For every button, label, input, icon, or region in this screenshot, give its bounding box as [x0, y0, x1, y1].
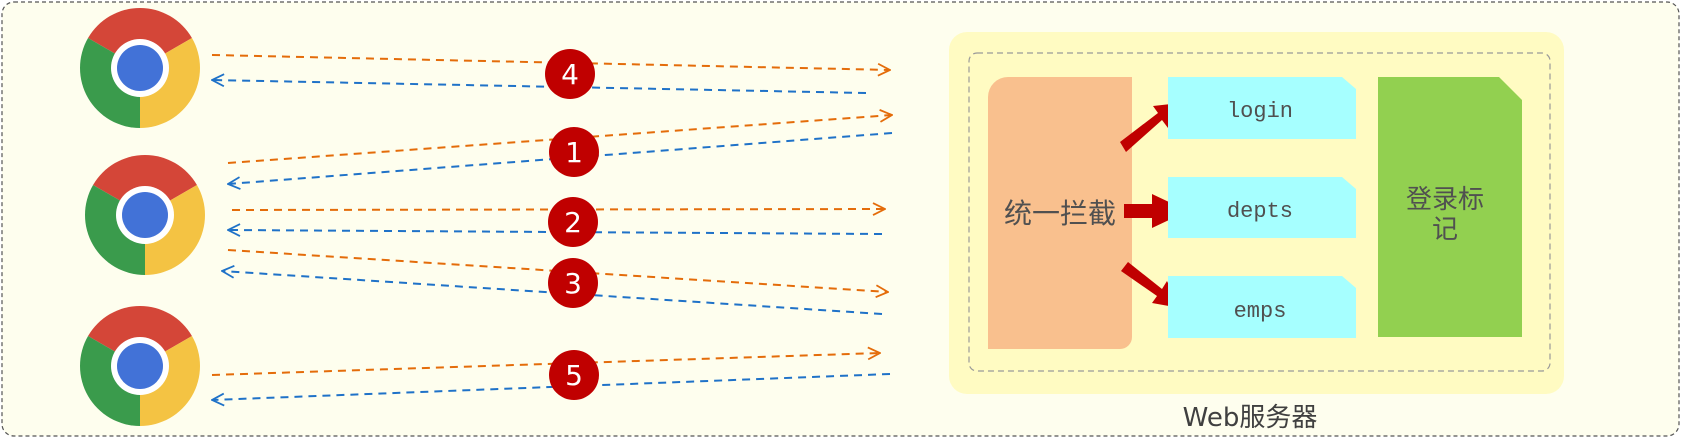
step-badge: 2 — [548, 197, 598, 247]
endpoint-label: emps — [1234, 299, 1287, 324]
interceptor-box — [988, 77, 1132, 349]
login-flag-box — [1378, 77, 1522, 337]
step-badge: 1 — [549, 127, 599, 177]
step-badge: 4 — [545, 49, 595, 99]
chrome-icon — [80, 8, 200, 128]
route-arrow-login — [1120, 103, 1180, 152]
chrome-icon — [85, 155, 205, 275]
response-arrow-5 — [212, 373, 891, 400]
step-badge: 3 — [548, 258, 598, 308]
endpoint-login — [1168, 77, 1356, 139]
filter-boundary — [968, 52, 1551, 372]
response-arrow-3 — [222, 271, 883, 315]
request-arrow-3 — [227, 249, 888, 292]
step-badge-label: 2 — [564, 206, 582, 239]
step-badge-label: 5 — [565, 359, 583, 392]
login-flag-label-line1: 登录标 — [1406, 185, 1484, 215]
response-arrow-4 — [212, 80, 867, 94]
endpoint-label: login — [1227, 99, 1293, 124]
step-badge-label: 4 — [561, 58, 579, 91]
route-arrow-emps — [1121, 262, 1180, 308]
login-flag-label-line2: 记 — [1432, 215, 1458, 245]
endpoint-label: depts — [1227, 199, 1293, 224]
interceptor-label: 统一拦截 — [1004, 197, 1116, 230]
route-arrow-depts — [1124, 194, 1188, 228]
web-server-label: Web服务器 — [1183, 403, 1318, 433]
step-badge: 5 — [549, 350, 599, 400]
endpoint-emps — [1168, 276, 1356, 338]
endpoint-depts — [1168, 177, 1356, 238]
step-badge-label: 1 — [565, 136, 583, 169]
step-badge-label: 3 — [564, 267, 582, 300]
chrome-icon — [80, 306, 200, 426]
